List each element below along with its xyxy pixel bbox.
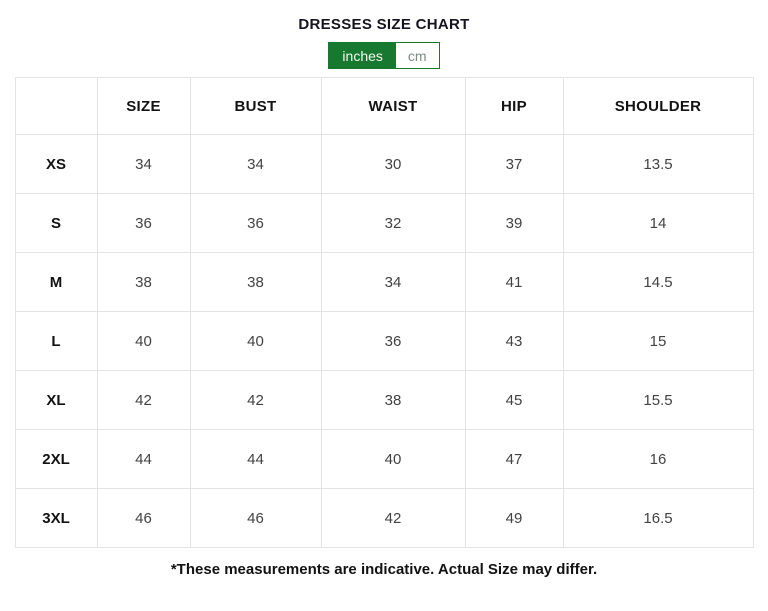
unit-toggle: inches cm — [328, 42, 440, 69]
cell-hip: 43 — [464, 311, 564, 371]
table-row-2xl: 2XL 44 44 40 47 16 — [14, 429, 754, 489]
cell-bust: 44 — [189, 429, 322, 489]
cell-size: 38 — [96, 252, 191, 312]
cell-shoulder: 15.5 — [562, 370, 754, 430]
cell-size: 40 — [96, 311, 191, 371]
cell-shoulder: 16 — [562, 429, 754, 489]
header-row: SIZE BUST WAIST HIP SHOULDER — [14, 77, 754, 135]
cell-waist: 32 — [320, 193, 466, 253]
cell-bust: 46 — [189, 488, 322, 548]
row-label: L — [14, 311, 98, 371]
column-header-waist: WAIST — [320, 77, 466, 135]
cell-size: 36 — [96, 193, 191, 253]
cell-hip: 49 — [464, 488, 564, 548]
cell-bust: 42 — [189, 370, 322, 430]
column-header-shoulder: SHOULDER — [562, 77, 754, 135]
cell-bust: 38 — [189, 252, 322, 312]
table-row-s: S 36 36 32 39 14 — [14, 193, 754, 253]
footnote: *These measurements are indicative. Actu… — [170, 561, 598, 578]
unit-toggle-wrap: inches cm — [0, 42, 768, 69]
cell-size: 34 — [96, 134, 191, 194]
cell-waist: 30 — [320, 134, 466, 194]
cell-shoulder: 15 — [562, 311, 754, 371]
row-label: XL — [14, 370, 98, 430]
row-label: M — [14, 252, 98, 312]
cell-bust: 40 — [189, 311, 322, 371]
cell-hip: 39 — [464, 193, 564, 253]
table-row-xl: XL 42 42 38 45 15.5 — [14, 370, 754, 430]
table-row-l: L 40 40 36 43 15 — [14, 311, 754, 371]
cell-bust: 34 — [189, 134, 322, 194]
size-chart-table: SIZE BUST WAIST HIP SHOULDER XS 34 34 30… — [14, 77, 754, 548]
cell-shoulder: 16.5 — [562, 488, 754, 548]
cell-waist: 38 — [320, 370, 466, 430]
corner-cell — [14, 77, 98, 135]
cell-size: 44 — [96, 429, 191, 489]
table-row-xs: XS 34 34 30 37 13.5 — [14, 134, 754, 194]
cell-hip: 41 — [464, 252, 564, 312]
cell-shoulder: 13.5 — [562, 134, 754, 194]
unit-cm-button[interactable]: cm — [395, 43, 439, 68]
unit-inches-button[interactable]: inches — [329, 43, 396, 68]
column-header-size: SIZE — [96, 77, 191, 135]
row-label: XS — [14, 134, 98, 194]
row-label: 2XL — [14, 429, 98, 489]
cell-hip: 45 — [464, 370, 564, 430]
cell-shoulder: 14 — [562, 193, 754, 253]
page-title: DRESSES SIZE CHART — [298, 16, 470, 33]
table-row-m: M 38 38 34 41 14.5 — [14, 252, 754, 312]
cell-waist: 34 — [320, 252, 466, 312]
cell-waist: 36 — [320, 311, 466, 371]
cell-bust: 36 — [189, 193, 322, 253]
row-label: S — [14, 193, 98, 253]
cell-shoulder: 14.5 — [562, 252, 754, 312]
table-row-3xl: 3XL 46 46 42 49 16.5 — [14, 488, 754, 548]
cell-waist: 40 — [320, 429, 466, 489]
cell-size: 42 — [96, 370, 191, 430]
cell-hip: 47 — [464, 429, 564, 489]
column-header-hip: HIP — [464, 77, 564, 135]
column-header-bust: BUST — [189, 77, 322, 135]
cell-hip: 37 — [464, 134, 564, 194]
cell-waist: 42 — [320, 488, 466, 548]
row-label: 3XL — [14, 488, 98, 548]
cell-size: 46 — [96, 488, 191, 548]
